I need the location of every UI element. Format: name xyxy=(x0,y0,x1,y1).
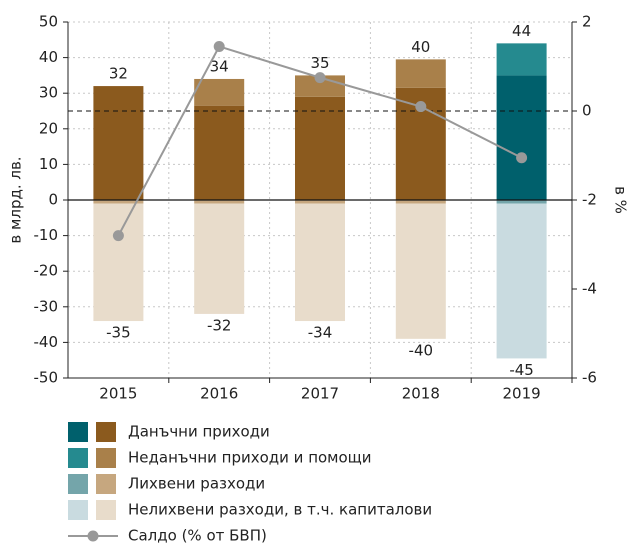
legend-swatch xyxy=(96,448,116,468)
bar-segment xyxy=(93,203,144,322)
bar-segment xyxy=(194,200,245,204)
legend-swatch xyxy=(96,422,116,442)
y-tick-label: 10 xyxy=(39,155,58,173)
bar-segment xyxy=(496,203,547,359)
bar-segment xyxy=(194,203,245,314)
legend-swatch xyxy=(68,422,88,442)
line-point xyxy=(516,152,528,164)
legend-swatch xyxy=(96,474,116,494)
legend-swatch xyxy=(68,448,88,468)
total-label: 44 xyxy=(512,22,531,40)
legend-label: Неданъчни приходи и помощи xyxy=(128,449,372,467)
y2-tick-label: -6 xyxy=(582,369,597,387)
x-tick-label: 2018 xyxy=(402,385,440,403)
bar-segment xyxy=(295,203,345,322)
legend-swatch xyxy=(68,500,88,520)
total-label: 40 xyxy=(411,38,430,56)
line-point xyxy=(213,40,225,52)
total-label: -45 xyxy=(509,361,534,379)
total-label: -35 xyxy=(106,324,131,342)
y-tick-label: 0 xyxy=(48,191,58,209)
total-label: -32 xyxy=(207,316,232,334)
bar-segment xyxy=(194,105,245,200)
bar-segment xyxy=(395,200,446,204)
bar-segment xyxy=(496,43,547,76)
x-tick-label: 2016 xyxy=(200,385,238,403)
legend-swatch xyxy=(96,500,116,520)
line-point xyxy=(112,230,124,242)
legend-label: Салдо (% от БВП) xyxy=(128,527,267,545)
y-tick-label: -10 xyxy=(34,226,59,244)
legend-label: Лихвени разходи xyxy=(128,475,265,493)
legend-swatch xyxy=(68,474,88,494)
bar-segment xyxy=(395,203,446,339)
y-tick-label: -50 xyxy=(34,369,59,387)
bar-segment xyxy=(496,200,547,204)
y-tick-label: -20 xyxy=(34,262,59,280)
y2-tick-label: 0 xyxy=(582,102,592,120)
x-tick-label: 2019 xyxy=(503,385,541,403)
y2-axis-title: в % xyxy=(612,186,630,214)
x-tick-label: 2017 xyxy=(301,385,339,403)
bar-segment xyxy=(295,96,345,200)
y-tick-label: -30 xyxy=(34,297,59,315)
x-tick-label: 2015 xyxy=(99,385,137,403)
bar-segment xyxy=(93,200,144,204)
y2-tick-label: -2 xyxy=(582,191,597,209)
legend-point xyxy=(87,530,99,542)
bar-segment xyxy=(194,78,245,106)
total-label: 32 xyxy=(109,65,128,83)
y-tick-label: 50 xyxy=(39,13,58,31)
total-label: -34 xyxy=(308,324,333,342)
bar-segment xyxy=(93,86,144,200)
y-tick-label: -40 xyxy=(34,333,59,351)
legend-label: Данъчни приходи xyxy=(128,423,270,441)
legend-label: Нелихвени разходи, в т.ч. капиталови xyxy=(128,501,432,519)
y-tick-label: 40 xyxy=(39,48,58,66)
line-point xyxy=(415,101,427,113)
y2-tick-label: 2 xyxy=(582,13,592,31)
bar-segment xyxy=(496,75,547,200)
y-tick-label: 30 xyxy=(39,84,58,102)
y-axis-title: в млрд. лв. xyxy=(7,156,25,243)
bar-segment xyxy=(295,200,345,204)
total-label: 35 xyxy=(310,54,329,72)
line-point xyxy=(314,72,326,84)
y2-tick-label: -4 xyxy=(582,280,597,298)
bar-segment xyxy=(395,59,446,88)
y-tick-label: 20 xyxy=(39,119,58,137)
total-label: -40 xyxy=(409,341,434,359)
total-label: 34 xyxy=(210,57,229,75)
